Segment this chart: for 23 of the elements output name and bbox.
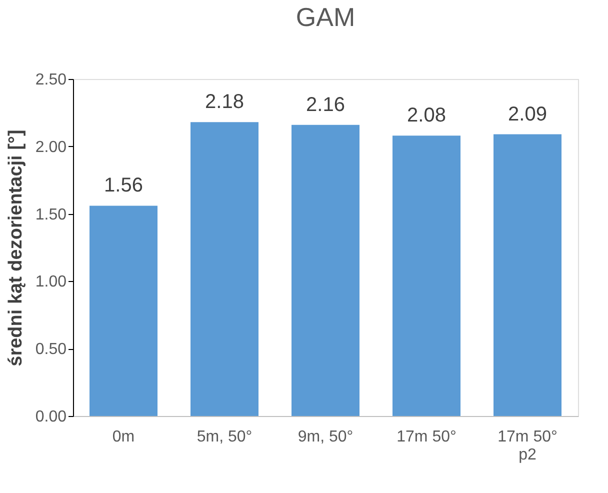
data-label: 2.09	[508, 103, 547, 126]
x-tick-label: 0m	[112, 428, 135, 446]
bar	[392, 136, 460, 416]
data-label: 2.18	[205, 91, 244, 114]
y-tick-label: 2.50	[35, 72, 67, 88]
data-label: 1.56	[104, 174, 143, 197]
y-tick-label: 1.00	[35, 274, 67, 291]
x-tick-label: 17m 50° p2	[498, 428, 558, 464]
bar	[494, 134, 562, 416]
x-tick-label: 17m 50°	[396, 428, 456, 446]
y-tick-label: 0.00	[35, 408, 67, 426]
x-tick-label: 9m, 50°	[298, 428, 354, 446]
y-tick-label: 0.50	[35, 341, 67, 358]
y-axis-title: średni kąt dezorientacji [°]	[5, 130, 26, 366]
bar	[90, 206, 158, 416]
y-tick-label: 2.00	[35, 138, 67, 156]
chart-title: GAM	[296, 2, 356, 32]
data-label: 2.08	[407, 104, 446, 127]
bar	[190, 122, 258, 416]
x-tick-label: 5m, 50°	[196, 428, 252, 446]
bar	[292, 124, 360, 416]
data-label: 2.16	[306, 94, 345, 116]
y-tick-label: 1.50	[35, 206, 67, 224]
